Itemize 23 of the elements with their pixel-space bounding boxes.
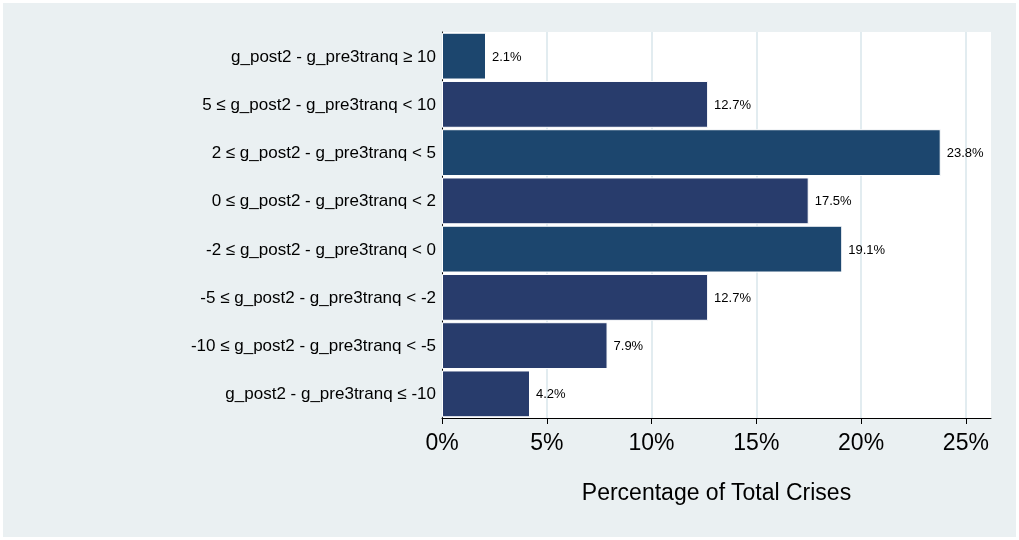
y-tick-label: g_post2 - g_pre3tranq ≥ 10 (231, 46, 436, 66)
data-label: 23.8% (946, 145, 985, 161)
y-tick-label: 0 ≤ g_post2 - g_pre3tranq < 2 (211, 191, 436, 211)
y-tick-label: -5 ≤ g_post2 - g_pre3tranq < -2 (200, 287, 436, 307)
data-label: 12.7% (714, 96, 752, 112)
data-label: 7.9% (613, 338, 644, 354)
data-label: 2.1% (492, 48, 523, 64)
x-tick-label: 25% (942, 428, 989, 455)
y-tick-label: -10 ≤ g_post2 - g_pre3tranq < -5 (190, 336, 436, 356)
y-tick-label: g_post2 - g_pre3tranq ≤ -10 (225, 384, 436, 404)
data-label: 19.1% (848, 241, 886, 257)
x-tick-label: 15% (733, 428, 780, 455)
data-label: 17.5% (814, 193, 852, 209)
y-tick-label: 2 ≤ g_post2 - g_pre3tranq < 5 (211, 143, 436, 163)
y-tick-label: -2 ≤ g_post2 - g_pre3tranq < 0 (205, 239, 436, 259)
y-tick-label: 5 ≤ g_post2 - g_pre3tranq < 10 (202, 94, 436, 114)
x-axis-title: Percentage of Total Crises (581, 478, 852, 505)
x-tick-label: 5% (530, 428, 564, 455)
x-tick-label: 10% (628, 428, 675, 455)
x-tick-label: 20% (838, 428, 885, 455)
x-tick-label: 0% (425, 428, 459, 455)
data-label: 12.7% (714, 289, 752, 305)
data-label: 4.2% (536, 386, 567, 402)
